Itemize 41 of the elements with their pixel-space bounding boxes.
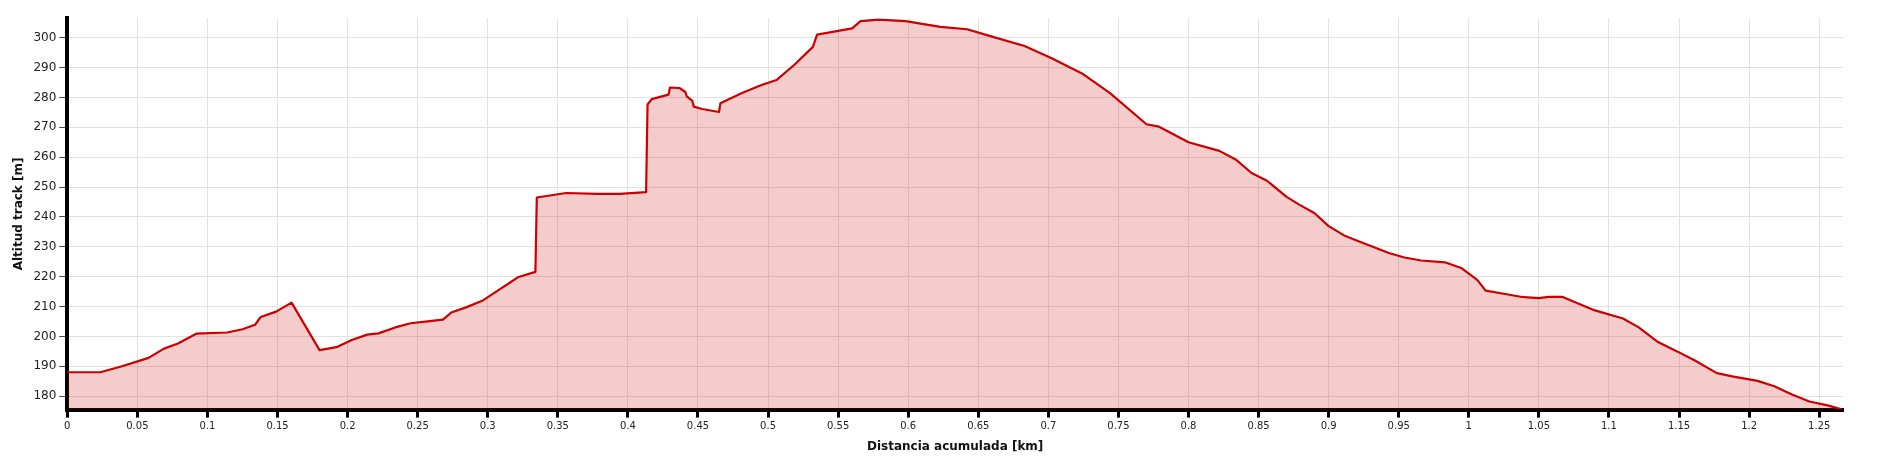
x-tick-label: 0.5 <box>760 420 777 432</box>
x-tick-label: 0.95 <box>1387 420 1410 432</box>
y-tick-label: 260 <box>33 149 57 164</box>
y-tick-label: 220 <box>33 268 57 283</box>
y-tick-label: 270 <box>33 119 57 134</box>
x-tick-label: 0.7 <box>1040 420 1057 432</box>
x-tick-label: 1 <box>1465 420 1472 432</box>
x-tick-label: 0.3 <box>479 420 496 432</box>
y-tick-label: 180 <box>33 388 57 403</box>
x-tick-label: 0.1 <box>199 420 216 432</box>
x-tick-label: 0.55 <box>826 420 850 432</box>
x-tick-label: 1.15 <box>1667 420 1691 432</box>
x-tick-label: 0.9 <box>1320 420 1337 432</box>
x-tick-label: 0.85 <box>1247 420 1270 432</box>
x-tick-label: 0.35 <box>546 420 569 432</box>
x-tick-label: 0.4 <box>619 420 636 432</box>
y-tick-label: 210 <box>33 298 57 313</box>
x-tick-label: 0.25 <box>406 420 429 432</box>
y-tick-label: 250 <box>33 179 57 194</box>
y-tick-label: 280 <box>33 89 57 104</box>
y-axis-title: Altitud track [m] <box>11 157 26 271</box>
x-axis-title: Distancia acumulada [km] <box>866 438 1044 453</box>
y-tick-label: 230 <box>33 238 57 253</box>
y-tick-label: 240 <box>33 209 57 224</box>
y-tick-label: 200 <box>33 328 57 343</box>
y-tick-label: 190 <box>33 358 57 373</box>
x-tick-label: 1.2 <box>1741 420 1758 432</box>
x-tick-label: 0.45 <box>686 420 710 432</box>
x-tick-label: 0.8 <box>1180 420 1197 432</box>
y-tick-label: 300 <box>33 29 57 44</box>
y-tick-label: 290 <box>33 59 57 74</box>
x-tick-label: 1.1 <box>1601 420 1617 432</box>
x-tick-label: 0.75 <box>1107 420 1130 432</box>
x-tick-label: 0.15 <box>266 420 289 432</box>
x-tick-label: 0.65 <box>967 420 990 432</box>
x-tick-label: 0.6 <box>900 420 917 432</box>
x-tick-label: 0.2 <box>339 420 356 432</box>
x-tick-label: 0.05 <box>126 420 149 432</box>
x-tick-label: 0 <box>64 420 71 432</box>
x-tick-label: 1.05 <box>1527 420 1551 432</box>
x-tick-label: 1.25 <box>1808 420 1831 432</box>
